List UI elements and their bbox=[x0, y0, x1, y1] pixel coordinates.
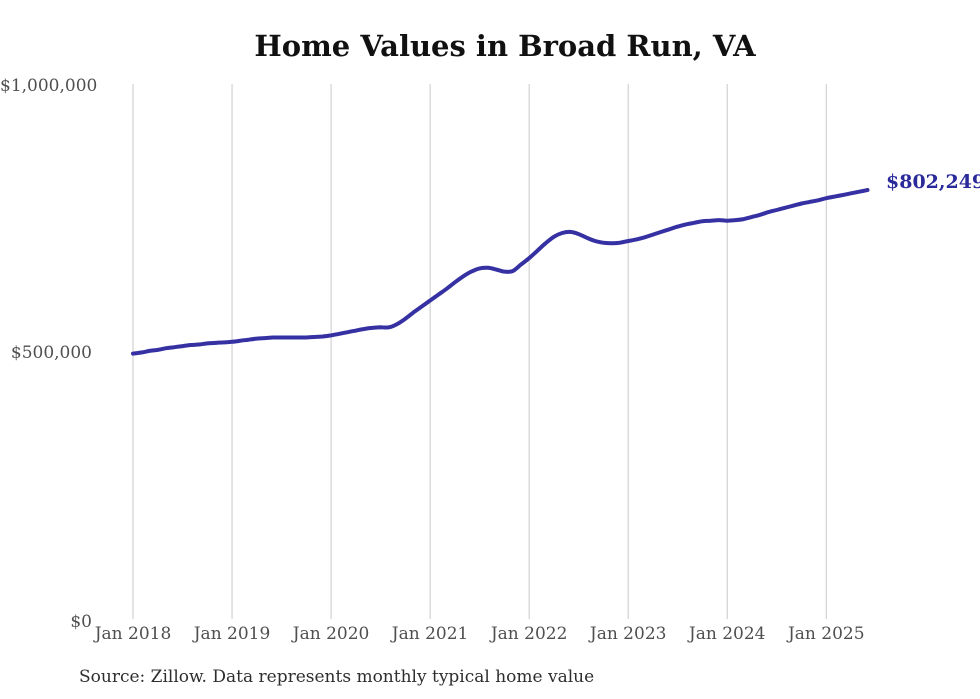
latest-value-label: $802,249 bbox=[886, 171, 980, 193]
x-axis-label: Jan 2024 bbox=[688, 624, 766, 644]
x-axis-label: Jan 2021 bbox=[391, 624, 469, 644]
x-axis-label: Jan 2022 bbox=[490, 624, 568, 644]
home-value-line bbox=[131, 188, 870, 356]
x-axis-label: Jan 2019 bbox=[193, 624, 271, 644]
source-note: Source: Zillow. Data represents monthly … bbox=[79, 667, 595, 687]
y-axis-label: $0 bbox=[70, 612, 92, 632]
y-axis-label: $1,000,000 bbox=[0, 76, 98, 96]
chart-title: Home Values in Broad Run, VA bbox=[254, 29, 756, 63]
x-axis-label: Jan 2023 bbox=[589, 624, 667, 644]
x-axis-label: Jan 2020 bbox=[292, 624, 370, 644]
x-axis-label: Jan 2025 bbox=[787, 624, 865, 644]
x-axis-label: Jan 2018 bbox=[94, 624, 172, 644]
y-axis-label: $500,000 bbox=[10, 343, 92, 363]
